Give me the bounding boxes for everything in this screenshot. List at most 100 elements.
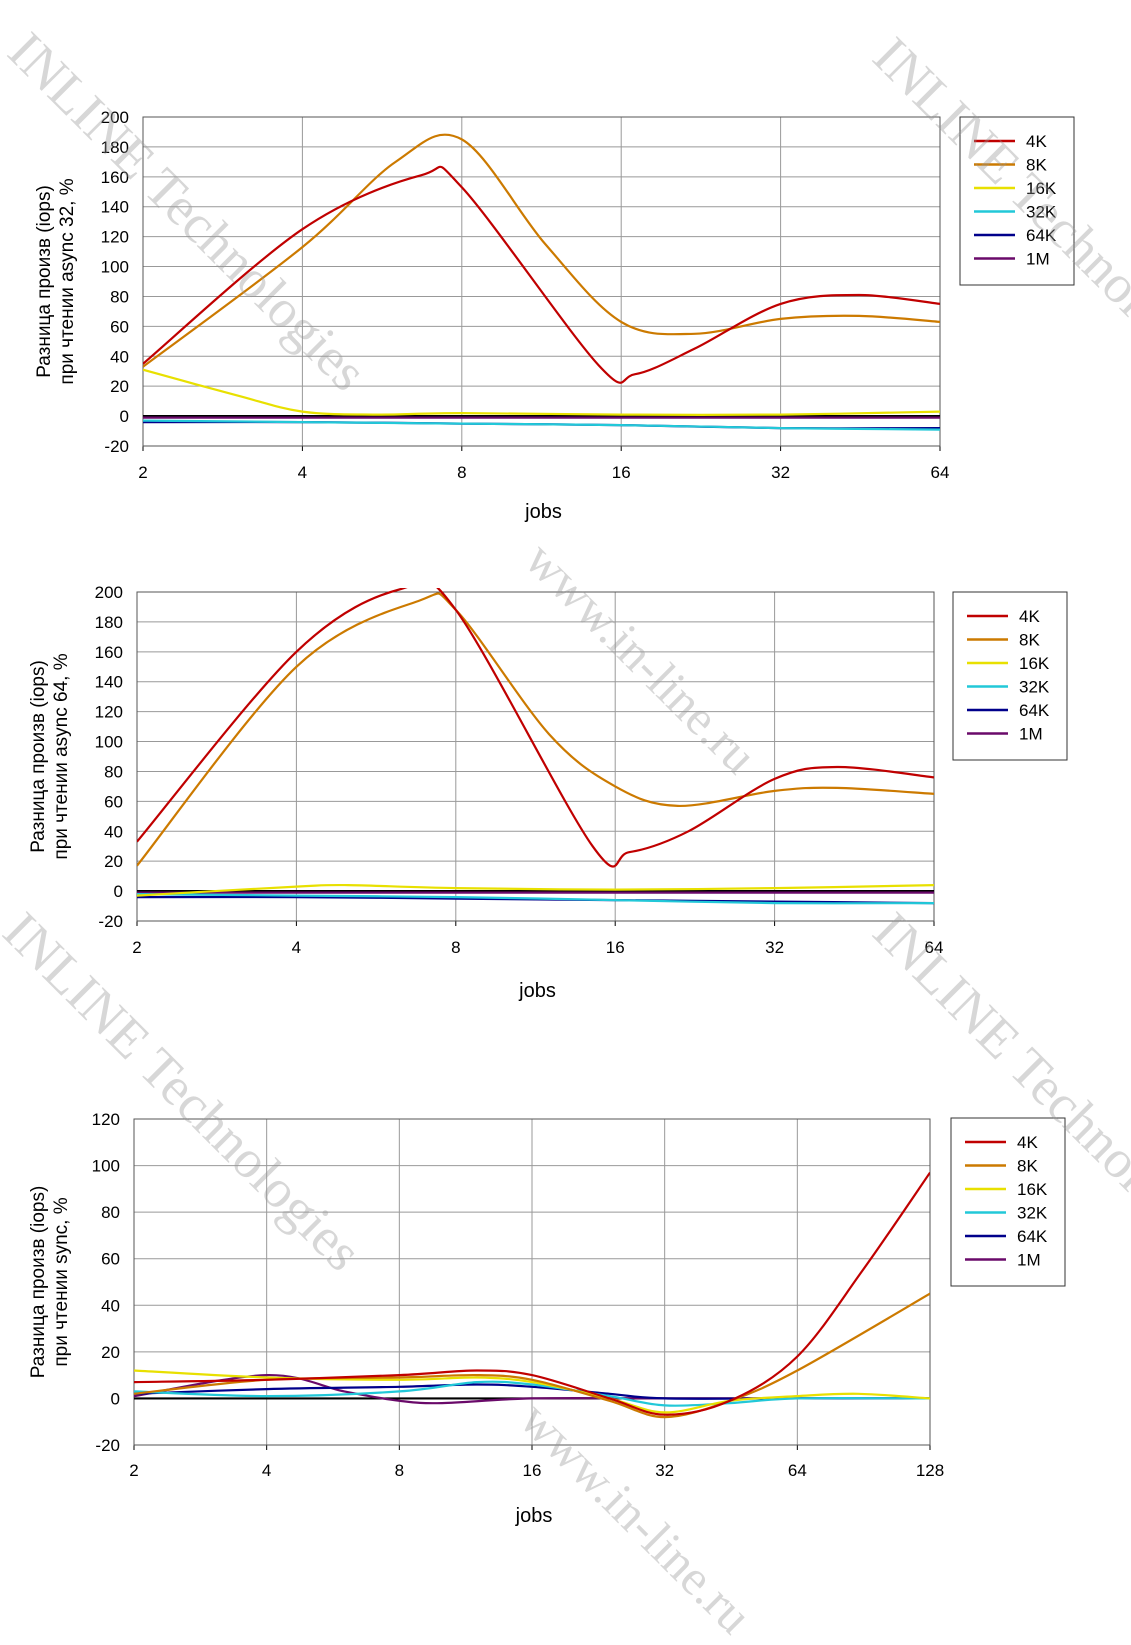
y-tick-label: 0 (114, 882, 123, 901)
y-tick-label: 120 (92, 1110, 120, 1129)
x-tick-label: 8 (451, 938, 460, 957)
legend-label-32k: 32K (1017, 1204, 1048, 1223)
y-tick-label: 60 (104, 792, 123, 811)
x-tick-label: 16 (523, 1461, 542, 1480)
y-tick-label: 20 (110, 377, 129, 396)
y-tick-label: 80 (104, 762, 123, 781)
y-tick-label: 60 (110, 317, 129, 336)
legend-label-32k: 32K (1026, 203, 1057, 222)
x-tick-label: 4 (292, 938, 301, 957)
y-axis-label-line-1: Разница произв (iops) (28, 1186, 49, 1379)
x-tick-label: 16 (606, 938, 625, 957)
y-axis-label-line-2: при чтении async 64, % (51, 653, 72, 859)
series-line-4k (137, 588, 934, 868)
y-tick-label: -20 (104, 437, 129, 456)
legend-box (959, 116, 1075, 286)
y-tick-label: 20 (104, 852, 123, 871)
y-tick-label: 120 (95, 703, 123, 722)
series-line-8k (143, 133, 940, 368)
chart-sync-svg: 120 100 80 60 40 20 0 -20 2 4 8 16 32 64 128 4K 8K 16K 32K… (28, 1110, 1066, 1527)
y-tick-label: 0 (120, 407, 129, 426)
y-tick-label: 40 (104, 822, 123, 841)
y-tick-label: 100 (92, 1157, 120, 1176)
y-tick-label: 180 (101, 138, 129, 157)
series-line-16k (137, 883, 934, 897)
y-tick-label: 200 (95, 583, 123, 602)
y-tick-label: 40 (110, 347, 129, 366)
legend-label-64k: 64K (1017, 1227, 1048, 1246)
x-tick-label: 64 (931, 463, 950, 482)
series-line-4k (143, 165, 940, 384)
y-axis-label-line-2: при чтении async 32, % (57, 178, 78, 384)
x-tick-label: 64 (788, 1461, 807, 1480)
legend-label-1m: 1M (1026, 250, 1050, 269)
x-tick-label: 2 (138, 463, 147, 482)
y-tick-label: -20 (95, 1436, 120, 1455)
chart-async-64: 200 180 160 140 120 100 80 60 40 20 0 -20 2 4 8 16 32 64 4… (28, 583, 1068, 1002)
y-tick-label: 140 (101, 198, 129, 217)
y-tick-label: 160 (95, 643, 123, 662)
legend-label-1m: 1M (1017, 1251, 1041, 1270)
legend-label-1m: 1M (1019, 725, 1043, 744)
chart-sync: 120 100 80 60 40 20 0 -20 2 4 8 16 32 64 128 4K 8K 16K 32K… (28, 1110, 1066, 1527)
legend-label-16k: 16K (1017, 1180, 1048, 1199)
series-line-32k (137, 893, 934, 905)
x-tick-label: 8 (395, 1461, 404, 1480)
y-tick-label: 0 (111, 1389, 120, 1408)
legend-label-4k: 4K (1019, 607, 1040, 626)
legend-label-8k: 8K (1017, 1157, 1038, 1176)
series-line-16k (143, 368, 940, 416)
y-axis-label-line-1: Разница произв (iops) (28, 660, 49, 853)
chart-async-32: 200 180 160 140 120 100 80 60 40 20 0 -20 2 4 8 16 32 64 4… (0, 0, 1131, 535)
x-tick-label: 32 (655, 1461, 674, 1480)
series-line-32k (143, 419, 940, 431)
y-tick-label: -20 (98, 912, 123, 931)
legend-label-64k: 64K (1019, 701, 1050, 720)
legend-box (950, 1117, 1066, 1287)
x-tick-label: 128 (916, 1461, 944, 1480)
plot-border (136, 591, 935, 922)
plot-area (143, 117, 940, 446)
series-line-4k (134, 1171, 930, 1416)
y-tick-label: 200 (101, 108, 129, 127)
y-tick-label: 100 (101, 258, 129, 277)
x-tick-label: 4 (298, 463, 307, 482)
series-line-8k (137, 592, 934, 867)
y-tick-label: 40 (101, 1296, 120, 1315)
y-tick-label: 100 (95, 733, 123, 752)
y-tick-label: 60 (101, 1250, 120, 1269)
y-tick-label: 160 (101, 168, 129, 187)
y-axis-label-line-2: при чтении sync, % (51, 1197, 72, 1366)
y-axis-label-line-1: Разница произв (iops) (34, 185, 55, 378)
x-axis-label: jobs (518, 980, 556, 1002)
y-tick-label: 80 (101, 1203, 120, 1222)
x-tick-label: 64 (925, 938, 944, 957)
y-tick-label: 140 (95, 673, 123, 692)
x-tick-label: 16 (612, 463, 631, 482)
plot-area (137, 592, 934, 921)
plot-border (133, 1118, 931, 1446)
x-axis-label: jobs (515, 1505, 553, 1527)
legend-label-4k: 4K (1017, 1133, 1038, 1152)
legend-box (952, 591, 1068, 761)
y-tick-label: 120 (101, 228, 129, 247)
x-tick-label: 32 (765, 938, 784, 957)
legend-label-64k: 64K (1026, 226, 1057, 245)
x-tick-label: 2 (129, 1461, 138, 1480)
legend-label-16k: 16K (1026, 179, 1057, 198)
y-tick-label: 80 (110, 287, 129, 306)
x-axis-label: jobs (524, 501, 562, 523)
x-tick-label: 32 (771, 463, 790, 482)
y-tick-label: 180 (95, 613, 123, 632)
x-tick-label: 2 (132, 938, 141, 957)
y-tick-label: 20 (101, 1343, 120, 1362)
x-tick-label: 4 (262, 1461, 271, 1480)
legend-label-8k: 8K (1019, 631, 1040, 650)
x-tick-label: 8 (457, 463, 466, 482)
plot-border (142, 116, 941, 447)
legend-label-8k: 8K (1026, 156, 1047, 175)
legend-label-32k: 32K (1019, 678, 1050, 697)
